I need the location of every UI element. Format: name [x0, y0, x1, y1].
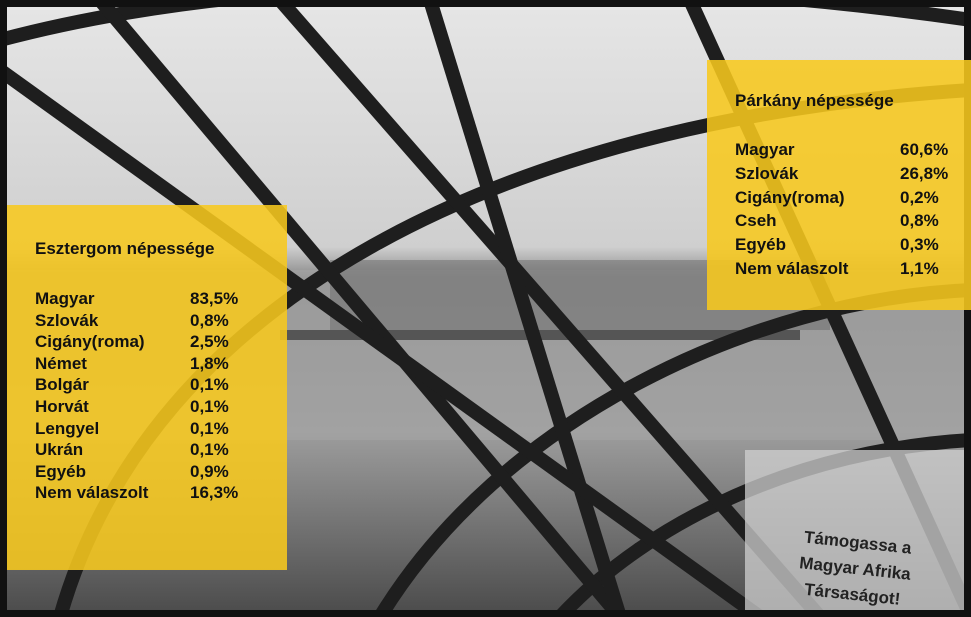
stat-box: Párkány népessége Magyar 60,6% Szlovák 26,8%… — [707, 60, 971, 310]
row-label: Szlovák — [35, 310, 99, 330]
row-value: 0,1% — [190, 397, 229, 416]
row-value: 60,6% — [900, 140, 949, 159]
row-label: Lengyel — [35, 418, 100, 438]
row-label: Egyéb — [35, 461, 87, 481]
stat-box: Esztergom népessége Magyar 83,5% Szlovák 0,8… — [7, 205, 287, 570]
row-value: 0,2% — [900, 187, 939, 207]
row-label: Nem válaszolt — [735, 259, 849, 278]
box-title: Esztergom népessége — [35, 239, 215, 258]
row-value: 0,1% — [190, 418, 229, 438]
row-label: Nem válaszolt — [35, 483, 149, 503]
row-value: 83,5% — [190, 289, 239, 308]
row-value: 1,8% — [190, 353, 229, 373]
row-value: 0,1% — [190, 440, 229, 460]
row-value: 1,1% — [900, 259, 939, 278]
row-value: 16,3% — [190, 483, 239, 503]
row-value: 0,1% — [190, 375, 229, 395]
row-label: Német — [35, 353, 87, 373]
row-label: Cigány(roma) — [735, 187, 845, 207]
box-title: Párkány népessége — [735, 91, 894, 110]
row-value: 0,8% — [900, 211, 939, 231]
row-label: Ukrán — [35, 440, 84, 460]
row-label: Magyar — [35, 289, 95, 308]
row-label: Szlovák — [735, 163, 799, 183]
row-value: 2,5% — [190, 332, 229, 352]
row-label: Cigány(roma) — [35, 332, 145, 352]
row-label: Egyéb — [735, 235, 787, 255]
row-value: 26,8% — [900, 163, 949, 183]
row-label: Magyar — [735, 140, 795, 159]
row-label: Horvát — [35, 397, 89, 416]
row-label: Cseh — [735, 211, 777, 231]
row-value: 0,9% — [190, 461, 229, 481]
row-value: 0,3% — [900, 235, 939, 255]
row-value: 0,8% — [190, 310, 229, 330]
row-label: Bolgár — [35, 375, 89, 395]
